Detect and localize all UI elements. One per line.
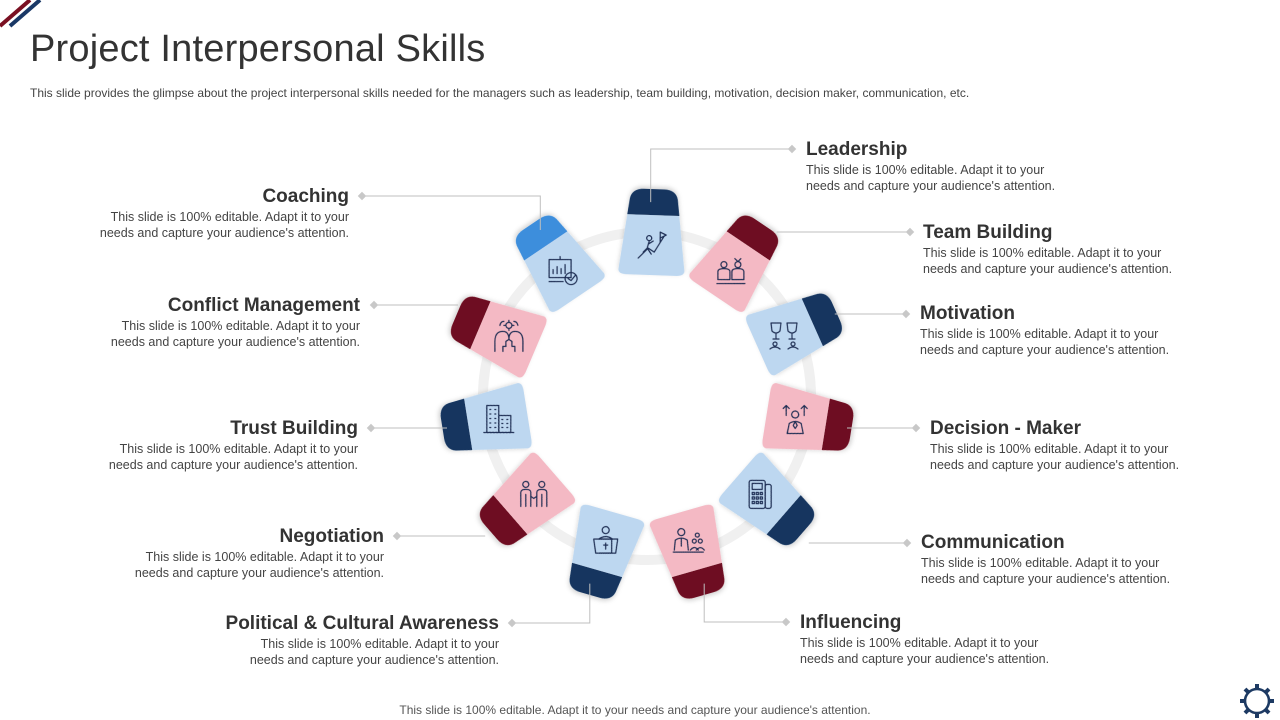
skill-description-line: needs and capture your audience's attent… [99,226,349,240]
skill-title: Coaching [262,186,349,207]
connector-dot [357,191,367,201]
skill-description-line: needs and capture your audience's attent… [923,262,1173,276]
connector-line [512,583,591,624]
skill-tile [618,187,688,277]
connector-dot [369,300,379,310]
skill-label: Political & Cultural Awareness This slide… [99,613,499,668]
skill-description-line: needs and capture your audience's attent… [806,179,1056,193]
skill-description-line: This slide is 100% editable. Adapt it to… [921,556,1160,570]
connector-dot [902,538,912,548]
skill-tile [469,450,578,557]
skill-description-line: This slide is 100% editable. Adapt it to… [806,163,1045,177]
skill-title: Influencing [800,612,902,633]
skill-description-line: This slide is 100% editable. Adapt it to… [121,319,360,333]
skill-label: Leadership This slide is 100% editable. A… [806,139,1206,194]
connector-dot [781,617,791,627]
corner-stripes [0,0,42,28]
speaker-audience-icon [672,527,705,553]
gear-icon[interactable] [1238,682,1276,720]
skill-description-line: needs and capture your audience's attent… [134,566,384,580]
skill-title: Negotiation [279,526,385,547]
skill-description-line: needs and capture your audience's attent… [930,458,1180,472]
connector-dot [392,531,402,541]
climber-flag-icon [637,231,667,259]
decision-person-icon [782,404,808,435]
skill-description-line: needs and capture your audience's attent… [921,572,1171,586]
tile-cap [437,384,475,462]
skill-title: Trust Building [230,418,358,439]
skill-label: Influencing This slide is 100% editable. … [800,612,1200,667]
skill-title: Conflict Management [167,295,360,316]
connector-line [650,148,792,203]
skill-description-line: This slide is 100% editable. Adapt it to… [930,442,1169,456]
skill-description-line: This slide is 100% editable. Adapt it to… [119,442,358,456]
trophies-icon [769,322,799,350]
skill-description-line: This slide is 100% editable. Adapt it to… [145,550,384,564]
skill-label: Negotiation This slide is 100% editable. … [0,526,384,581]
skill-description-line: This slide is 100% editable. Adapt it to… [923,246,1162,260]
skill-tile [443,284,549,380]
skill-title: Motivation [920,303,1015,324]
skill-description-line: needs and capture your audience's attent… [110,335,360,349]
skill-label: Communication This slide is 100% editable… [921,532,1280,587]
skill-label: Conflict Management This slide is 100% ed… [0,295,360,350]
tile-cap [819,384,857,462]
skill-description-line: needs and capture your audience's attent… [249,653,499,667]
skill-label: Trust Building This slide is 100% editabl… [0,418,358,473]
telephone-icon [748,479,772,510]
skill-tile [716,450,825,557]
skill-title: Communication [921,532,1065,553]
connector-dot [366,423,376,433]
skill-description-line: This slide is 100% editable. Adapt it to… [110,210,349,224]
skill-description-line: This slide is 100% editable. Adapt it to… [260,637,499,651]
skill-label: Coaching This slide is 100% editable. Ada… [0,186,349,241]
connector-dot [901,309,911,319]
skill-title: Team Building [923,222,1053,243]
connector-dot [905,227,915,237]
skill-description-line: This slide is 100% editable. Adapt it to… [920,327,1159,341]
connector-dot [787,144,797,154]
skill-description-line: needs and capture your audience's attent… [920,343,1170,357]
page-subtitle: This slide provides the glimpse about th… [30,86,970,100]
presentation-board-icon [548,255,578,286]
skill-description-line: This slide is 100% editable. Adapt it to… [800,636,1039,650]
connector-dot [911,423,921,433]
tile-body [469,450,578,557]
footer-note: This slide is 100% editable. Adapt it to… [399,703,871,717]
skill-label: Decision - Maker This slide is 100% edita… [930,418,1280,473]
skill-title: Leadership [806,139,908,160]
skill-description-line: needs and capture your audience's attent… [800,652,1050,666]
podium-speaker-icon [593,525,619,554]
skill-label: Motivation This slide is 100% editable. A… [920,303,1280,358]
team-people-icon [716,257,746,285]
handshake-people-icon [520,480,548,508]
connector-dot [507,618,517,628]
page-title: Project Interpersonal Skills [30,28,486,70]
skill-title: Political & Cultural Awareness [225,613,499,634]
connector-line [703,583,786,623]
skill-description-line: needs and capture your audience's attent… [108,458,358,472]
buildings-icon [483,404,515,434]
skill-title: Decision - Maker [930,418,1081,439]
tile-cap [618,187,688,217]
skill-label: Team Building This slide is 100% editable… [923,222,1280,277]
heads-gear-icon [494,319,524,353]
connector-line [362,195,541,230]
